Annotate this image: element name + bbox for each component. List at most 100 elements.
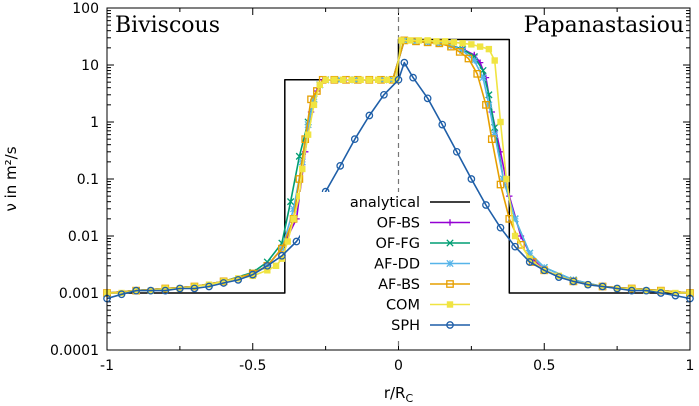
data-point — [295, 175, 304, 183]
data-point — [496, 223, 505, 232]
data-point — [310, 101, 318, 109]
data-point — [336, 162, 345, 170]
legend-marker-of-fg — [446, 239, 454, 247]
y-tick-label: 100 — [72, 1, 99, 17]
legend-marker-af-bs — [446, 280, 454, 288]
data-point — [284, 238, 291, 245]
data-point — [468, 41, 475, 48]
x-tick-label: -1 — [100, 358, 114, 374]
data-point — [555, 272, 563, 280]
data-point — [219, 279, 228, 287]
data-point — [234, 275, 242, 282]
data-point — [525, 258, 534, 266]
data-point — [455, 48, 464, 56]
y-tick-label: 0.01 — [68, 229, 99, 245]
data-point — [470, 56, 478, 65]
data-point — [249, 272, 256, 280]
x-axis-label: r/RC — [384, 384, 414, 405]
data-point — [394, 75, 403, 84]
data-point — [322, 76, 329, 83]
legend-marker-af-dd — [446, 259, 454, 268]
data-point — [272, 262, 280, 270]
data-point — [482, 201, 490, 209]
data-point — [286, 198, 295, 206]
data-point — [540, 266, 549, 275]
data-point — [316, 81, 323, 88]
data-point — [415, 37, 423, 44]
data-point — [569, 277, 578, 286]
data-point — [450, 39, 458, 46]
y-tick-label: 10 — [81, 58, 99, 74]
data-point — [491, 131, 499, 139]
data-point — [383, 76, 391, 83]
data-point — [146, 286, 155, 295]
data-point — [117, 290, 126, 299]
data-point — [350, 135, 359, 144]
data-point — [380, 90, 388, 99]
data-point — [627, 286, 636, 295]
legend-label-af-bs: AF-BS — [378, 277, 420, 293]
data-point — [400, 58, 409, 67]
data-point — [205, 282, 213, 291]
x-tick-label: 1 — [686, 358, 695, 374]
legend-marker-sph — [446, 321, 454, 329]
y-tick-label: 1 — [90, 115, 99, 131]
data-point — [497, 118, 504, 126]
data-point — [264, 267, 271, 274]
data-point — [191, 283, 198, 290]
legend-label-com: COM — [386, 298, 420, 314]
legend-label-of-fg: OF-FG — [375, 236, 420, 252]
data-point — [348, 76, 356, 83]
data-point — [584, 280, 592, 289]
plot-frame — [106, 7, 691, 351]
data-point — [190, 284, 199, 293]
data-point — [657, 287, 665, 294]
x-tick-label: 0.5 — [533, 358, 555, 374]
y-axis-label: ν in m²/s — [2, 146, 20, 211]
data-point — [248, 270, 257, 279]
data-point — [424, 37, 431, 44]
x-tick-label: 0 — [394, 358, 403, 374]
data-point — [220, 278, 227, 285]
data-point — [161, 286, 170, 295]
data-point — [406, 37, 414, 44]
data-point — [304, 120, 312, 129]
data-point — [467, 175, 476, 183]
data-point — [473, 69, 482, 78]
data-point — [357, 76, 364, 83]
data-point — [487, 135, 496, 144]
data-point — [289, 205, 298, 213]
data-point — [642, 286, 651, 295]
data-point — [511, 215, 519, 223]
data-point — [554, 273, 563, 281]
data-point — [263, 261, 272, 270]
legend-marker-com — [446, 301, 454, 308]
data-point — [292, 237, 301, 246]
data-point — [496, 180, 505, 189]
x-axis-label-main: r/R — [384, 384, 406, 402]
data-point — [278, 251, 286, 260]
data-point — [438, 120, 447, 129]
data-point — [671, 291, 680, 300]
data-point — [613, 284, 621, 293]
data-point — [476, 43, 484, 50]
data-point — [526, 249, 534, 257]
data-point — [295, 152, 304, 160]
data-point — [366, 76, 373, 83]
legend-label-sph: SPH — [391, 318, 420, 334]
data-point — [331, 76, 338, 83]
x-axis-label-subscript: C — [405, 392, 413, 405]
data-point — [205, 281, 213, 288]
data-point — [132, 286, 140, 295]
data-point — [452, 147, 461, 156]
data-point — [482, 100, 490, 109]
legend-label-analytical: analytical — [350, 195, 420, 211]
x-tick-label: -0.5 — [239, 358, 266, 374]
data-point — [290, 215, 297, 223]
series-line — [106, 61, 691, 300]
data-point — [339, 76, 347, 83]
data-point — [511, 232, 519, 240]
data-point — [479, 74, 487, 82]
data-point — [118, 289, 125, 297]
